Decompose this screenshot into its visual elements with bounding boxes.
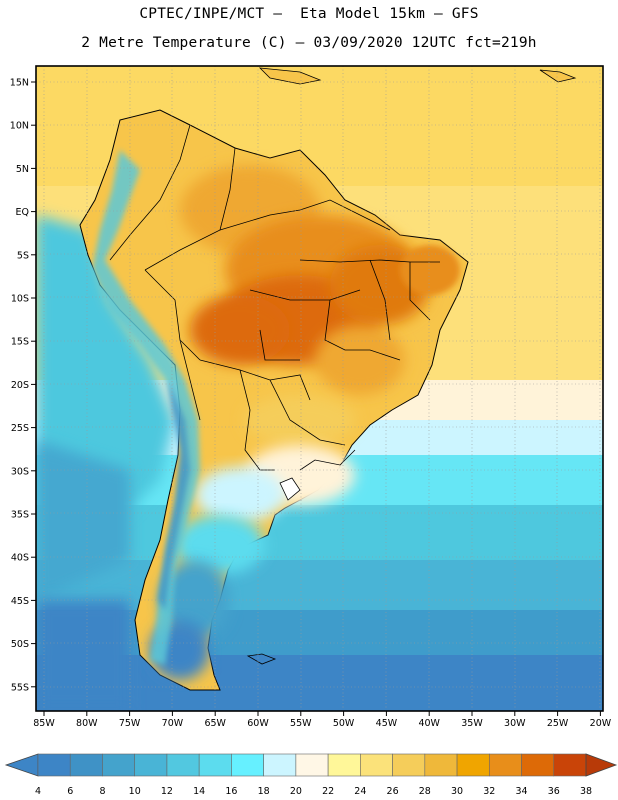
- colorbar-segment: [488, 753, 522, 777]
- colorbar-left-arrow: [4, 753, 39, 777]
- colorbar-label: 14: [193, 786, 205, 797]
- lat-label: 15S: [11, 337, 29, 348]
- longitude-labels: 85W 80W 75W 70W 65W 60W 55W 50W 45W 40W 35W 30W 25W 2…: [33, 711, 612, 729]
- lat-label: 20S: [11, 380, 29, 391]
- map-title-line1: CPTEC/INPE/MCT – Eta Model 15km – GFS: [139, 6, 479, 22]
- colorbar-label: 38: [580, 786, 592, 797]
- lat-label: EQ: [16, 207, 29, 218]
- colorbar-label: 10: [129, 786, 141, 797]
- colorbar-label: 24: [354, 786, 366, 797]
- lon-label: 85W: [33, 718, 55, 729]
- colorbar-segment: [521, 753, 555, 777]
- colorbar-segment: [198, 753, 232, 777]
- lat-label: 25S: [11, 423, 29, 434]
- lon-label: 75W: [119, 718, 141, 729]
- colorbar-segment: [553, 753, 587, 777]
- lat-label: 35S: [11, 510, 29, 521]
- lat-label: 30S: [11, 466, 29, 477]
- colorbar-segment: [392, 753, 426, 777]
- colorbar-label: 32: [483, 786, 495, 797]
- lon-label: 35W: [461, 718, 483, 729]
- colorbar-label: 8: [99, 786, 105, 797]
- colorbar-label: 4: [35, 786, 41, 797]
- colorbar-label: 26: [387, 786, 399, 797]
- lon-label: 20W: [590, 718, 612, 729]
- temperature-field: [36, 66, 603, 711]
- lon-label: 55W: [290, 718, 312, 729]
- lat-label: 10S: [11, 294, 29, 305]
- lon-label: 40W: [418, 718, 440, 729]
- colorbar-segment: [102, 753, 136, 777]
- latitude-labels: 15N 10N 5N EQ 5S 10S 15S 20S 25S 30S 35S 40S 45S 50S 5…: [10, 78, 36, 693]
- colorbar-label: 12: [161, 786, 173, 797]
- colorbar-segment: [456, 753, 490, 777]
- graticule: [36, 66, 603, 711]
- map-frame: [35, 65, 604, 712]
- lat-label: 5N: [16, 164, 29, 175]
- lat-label: 10N: [10, 121, 29, 132]
- colorbar-segment: [37, 753, 71, 777]
- colorbar: 4 6 8 10 12 14 16 18 20 22 24 26 28 30 32 34 36 38: [4, 753, 618, 797]
- colorbar-segment: [424, 753, 458, 777]
- lat-label: 5S: [17, 250, 29, 261]
- lon-label: 30W: [504, 718, 526, 729]
- lon-label: 70W: [162, 718, 184, 729]
- colorbar-segment: [295, 753, 329, 777]
- colorbar-segment: [166, 753, 200, 777]
- lon-label: 80W: [76, 718, 98, 729]
- colorbar-label: 36: [548, 786, 560, 797]
- lon-label: 45W: [376, 718, 398, 729]
- colorbar-label: 18: [258, 786, 270, 797]
- lon-label: 50W: [333, 718, 355, 729]
- lat-label: 40S: [11, 553, 29, 564]
- colorbar-label: 20: [290, 786, 302, 797]
- lat-label: 50S: [11, 639, 29, 650]
- colorbar-label: 34: [515, 786, 527, 797]
- colorbar-segment: [134, 753, 168, 777]
- map-title-line2: 2 Metre Temperature (C) – 03/09/2020 12U…: [81, 35, 537, 51]
- lat-label: 45S: [11, 596, 29, 607]
- colorbar-segment: [231, 753, 264, 777]
- colorbar-segment: [327, 753, 361, 777]
- colorbar-label: 6: [67, 786, 73, 797]
- colorbar-label: 30: [451, 786, 463, 797]
- lon-label: 65W: [204, 718, 226, 729]
- colorbar-segment: [263, 753, 297, 777]
- colorbar-label: 16: [225, 786, 237, 797]
- lon-label: 25W: [547, 718, 569, 729]
- colorbar-segment: [69, 753, 103, 777]
- colorbar-label: 22: [322, 786, 334, 797]
- lat-label: 15N: [10, 78, 29, 89]
- lat-label: 55S: [11, 682, 29, 693]
- colorbar-right-arrow: [585, 753, 618, 777]
- colorbar-segment: [360, 753, 393, 777]
- colorbar-label: 28: [419, 786, 431, 797]
- lon-label: 60W: [247, 718, 269, 729]
